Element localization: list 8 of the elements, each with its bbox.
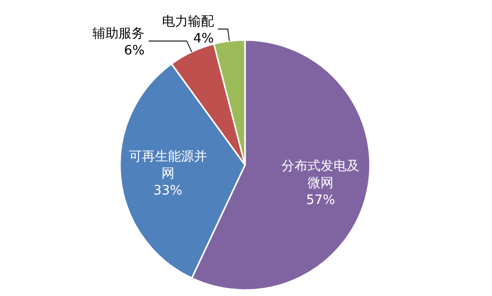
slice-label: 分布式发电及微网 — [282, 158, 360, 191]
slice-label: 电力输配 — [162, 14, 214, 30]
data-label: 4% — [193, 32, 214, 47]
slice-label: 辅助服务 — [92, 26, 145, 42]
data-label: 57% — [306, 192, 336, 208]
slice-label: 可再生能源并网 — [128, 149, 207, 182]
data-label: 33% — [153, 183, 182, 198]
data-label: 6% — [124, 44, 145, 59]
